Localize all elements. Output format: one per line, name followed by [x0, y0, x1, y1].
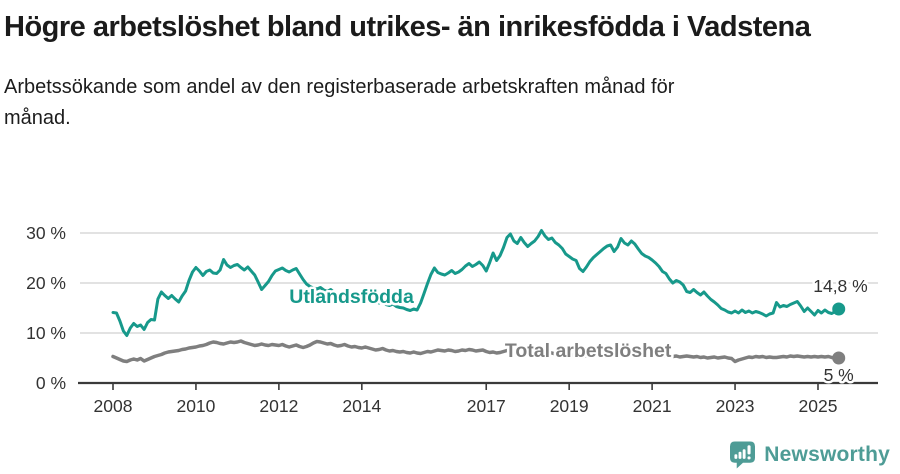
y-axis-label-0: 0 % [36, 373, 66, 393]
y-axis-label-10: 10 % [26, 323, 66, 343]
series-end-dot [832, 302, 846, 316]
series-end-value-label: 14,8 % [813, 276, 867, 296]
x-axis-label-2012: 2012 [259, 396, 298, 416]
series-name-label-utlandsf-dda: Utlandsfödda [289, 286, 414, 308]
y-axis-label-30: 30 % [26, 223, 66, 243]
x-axis-label-2008: 2008 [94, 396, 133, 416]
newsworthy-logo: Newsworthy [730, 441, 890, 469]
chart-title: Högre arbetslöshet bland utrikes- än inr… [4, 11, 811, 43]
x-axis-label-2014: 2014 [342, 396, 381, 416]
series-name-label-total-arbetsl-shet: Total arbetslöshet [505, 340, 672, 362]
x-axis-label-2025: 2025 [799, 396, 838, 416]
newsworthy-speech-bubble-icon [730, 441, 756, 469]
series-end-value-label: 5 % [824, 365, 854, 385]
x-axis-label-2017: 2017 [467, 396, 506, 416]
newsworthy-wordmark: Newsworthy [764, 443, 890, 466]
series-line-total-arbetsl-shet [111, 339, 841, 364]
x-axis-label-2021: 2021 [633, 396, 672, 416]
series-line-utlandsf-dda [111, 229, 841, 337]
series-end-dot [832, 351, 846, 365]
x-axis-label-2010: 2010 [176, 396, 215, 416]
chart-subtitle: Arbetssökande som andel av den registerb… [4, 76, 675, 129]
x-axis-label-2023: 2023 [716, 396, 755, 416]
y-axis-label-20: 20 % [26, 273, 66, 293]
x-axis-label-2019: 2019 [550, 396, 589, 416]
